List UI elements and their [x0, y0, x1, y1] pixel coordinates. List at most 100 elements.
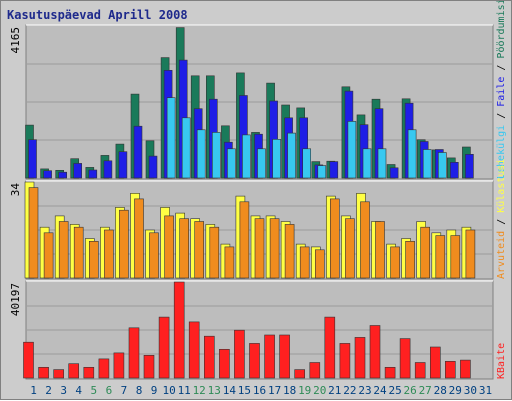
- bar: [179, 218, 189, 279]
- bar: [465, 154, 474, 179]
- bar: [345, 218, 355, 279]
- x-tick-label: 23: [358, 384, 371, 397]
- legend-entry: Pöördumisi: [496, 1, 507, 59]
- bar: [181, 117, 191, 179]
- bar: [272, 139, 281, 179]
- y-max-label: 34: [9, 183, 22, 197]
- bar: [435, 235, 446, 279]
- x-tick-label: 12: [193, 384, 206, 397]
- bar: [317, 165, 327, 179]
- series-legend: Lehekülgi / Faile / Pöördumisi: [496, 1, 507, 179]
- bar: [302, 148, 312, 179]
- bar: [437, 152, 447, 179]
- x-axis-ticks: 1 2 3 4 5 6 7 8 9 10 11 12 13 14 15 16 17 18 19 20 21 22 23 24 2…: [30, 384, 492, 397]
- x-tick-label: 29: [449, 384, 462, 397]
- bar: [399, 338, 411, 379]
- x-tick-label: 26: [403, 384, 416, 397]
- x-tick-label: 9: [151, 384, 158, 397]
- bar: [119, 209, 129, 279]
- x-tick-label: 16: [253, 384, 266, 397]
- legend-entry: Arvuteid: [496, 231, 507, 279]
- bar: [83, 366, 95, 379]
- bar: [164, 215, 174, 279]
- series-Lehekülgi: [166, 97, 447, 179]
- bar: [420, 226, 431, 279]
- bar: [89, 241, 99, 279]
- bar: [444, 360, 456, 379]
- bar: [390, 246, 400, 279]
- legend-entry: Külastusi: [496, 159, 507, 213]
- bar: [234, 329, 245, 379]
- bar: [143, 354, 155, 379]
- bar: [384, 366, 396, 379]
- y-max-label: 4165: [9, 27, 22, 54]
- x-tick-label: 21: [328, 384, 341, 397]
- bar: [68, 363, 79, 379]
- bar: [314, 249, 325, 279]
- bar: [239, 201, 250, 279]
- x-tick-label: 6: [106, 384, 113, 397]
- bar: [269, 218, 280, 279]
- x-tick-label: 31: [479, 384, 492, 397]
- x-tick-label: 14: [223, 384, 237, 397]
- bar: [204, 335, 215, 379]
- bar: [422, 149, 432, 179]
- bar: [249, 343, 260, 379]
- bar: [53, 369, 65, 379]
- bar: [405, 241, 415, 279]
- bar: [254, 218, 265, 279]
- bar: [347, 121, 357, 179]
- x-tick-label: 30: [464, 384, 477, 397]
- bar: [28, 139, 37, 179]
- bar: [209, 226, 220, 279]
- bar: [329, 198, 340, 279]
- series-legend: Arvuteid / Külastusi: [496, 159, 507, 279]
- bar: [158, 316, 170, 379]
- bar: [309, 362, 321, 379]
- bar: [329, 161, 339, 179]
- bar: [173, 281, 185, 379]
- bar: [257, 148, 266, 179]
- bar: [212, 132, 221, 179]
- bar: [450, 235, 461, 279]
- x-tick-label: 22: [343, 384, 356, 397]
- bar: [377, 148, 387, 179]
- x-tick-label: 17: [268, 384, 281, 397]
- bar: [23, 341, 34, 379]
- series-legend: KBaite: [496, 343, 507, 379]
- bar: [88, 169, 98, 179]
- x-tick-label: 4: [75, 384, 82, 397]
- x-tick-label: 25: [388, 384, 401, 397]
- bar: [58, 171, 68, 179]
- x-tick-label: 11: [178, 384, 191, 397]
- x-tick-label: 13: [208, 384, 221, 397]
- chart-panels: 4165 Lehekülgi / Faile / Pöördumisi 34 Arvu…: [9, 1, 507, 380]
- bar: [360, 201, 370, 279]
- x-tick-label: 5: [90, 384, 97, 397]
- bar: [354, 337, 366, 379]
- bar: [58, 221, 69, 279]
- bar: [148, 155, 158, 179]
- bar: [166, 97, 176, 179]
- bar: [287, 132, 296, 179]
- bar: [389, 167, 399, 179]
- bar: [369, 325, 381, 379]
- x-tick-label: 20: [313, 384, 326, 397]
- x-tick-label: 3: [60, 384, 67, 397]
- bar: [103, 160, 113, 179]
- bar: [407, 129, 417, 179]
- bar: [219, 348, 230, 379]
- x-tick-label: 10: [162, 384, 175, 397]
- bar: [429, 346, 441, 379]
- series-Arvuteid: [28, 187, 476, 279]
- chart-title: Kasutuspäevad Aprill 2008: [7, 8, 188, 22]
- x-tick-label: 27: [419, 384, 432, 397]
- bar: [104, 229, 114, 279]
- bar: [242, 134, 251, 179]
- bar: [339, 343, 351, 379]
- bar: [118, 151, 128, 179]
- bar: [324, 316, 336, 379]
- bar: [449, 162, 459, 179]
